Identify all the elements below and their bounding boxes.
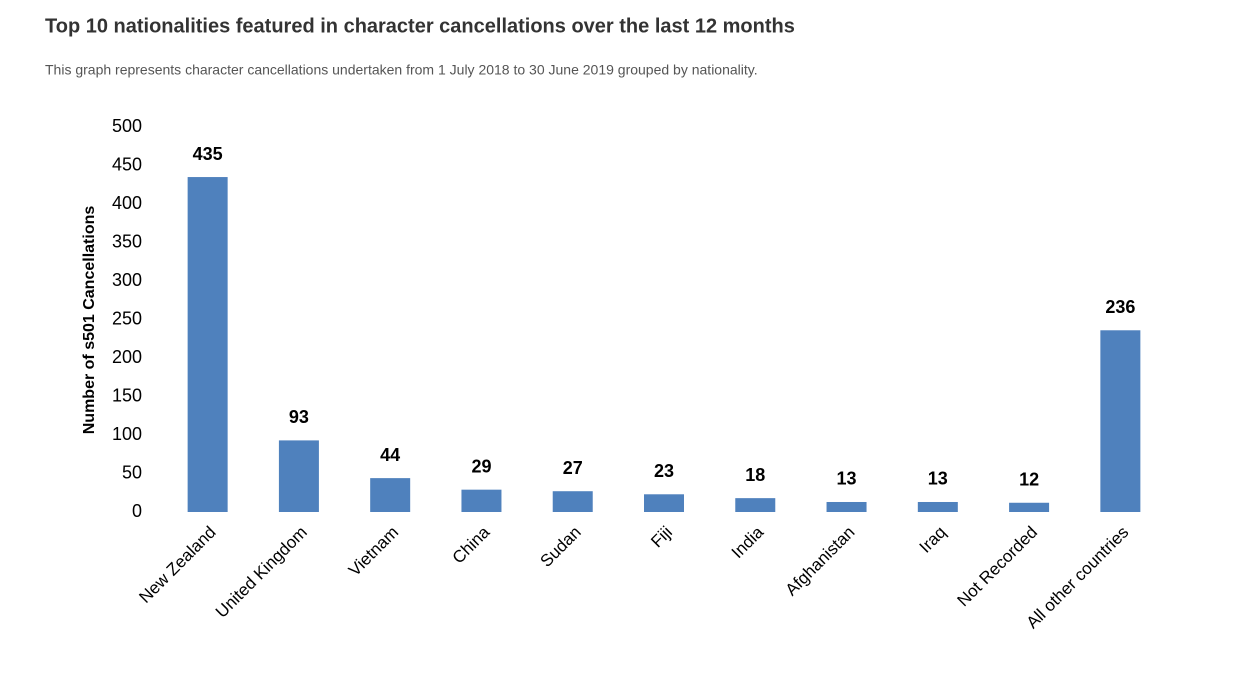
value-label: 13 bbox=[837, 469, 857, 489]
y-axis-label: Number of s501 Cancellations bbox=[81, 206, 98, 435]
x-tick-label: Afghanistan bbox=[782, 523, 859, 600]
bar bbox=[735, 498, 776, 512]
chart-title: Top 10 nationalities featured in charact… bbox=[45, 15, 795, 37]
value-label: 435 bbox=[193, 144, 223, 164]
value-label: 93 bbox=[289, 407, 309, 427]
x-tick-label: Iraq bbox=[916, 523, 950, 557]
value-label: 23 bbox=[654, 461, 674, 481]
y-tick-label: 500 bbox=[112, 116, 142, 136]
x-tick-label: Sudan bbox=[537, 523, 585, 571]
y-tick-label: 150 bbox=[112, 385, 142, 405]
value-label: 12 bbox=[1019, 470, 1039, 490]
bar bbox=[187, 177, 228, 513]
bar bbox=[917, 501, 958, 512]
y-tick-label: 300 bbox=[112, 270, 142, 290]
bar bbox=[552, 491, 593, 512]
x-tick-label: New Zealand bbox=[135, 523, 219, 607]
y-tick-label: 450 bbox=[112, 154, 142, 174]
bar bbox=[1009, 502, 1050, 512]
value-label: 13 bbox=[928, 469, 948, 489]
x-tick-label: All other countries bbox=[1023, 523, 1133, 633]
bar bbox=[370, 478, 411, 512]
y-tick-label: 0 bbox=[132, 501, 142, 521]
x-tick-label: Fiji bbox=[647, 523, 676, 552]
value-label: 27 bbox=[563, 458, 583, 478]
value-label: 44 bbox=[380, 445, 400, 465]
y-tick-label: 200 bbox=[112, 347, 142, 367]
x-tick-label: China bbox=[449, 522, 494, 567]
value-label: 29 bbox=[471, 456, 491, 476]
x-tick-label: Not Recorded bbox=[953, 523, 1041, 611]
y-tick-label: 50 bbox=[122, 462, 142, 482]
bar bbox=[1100, 330, 1141, 512]
bar bbox=[826, 501, 867, 512]
bar bbox=[644, 494, 684, 512]
bar bbox=[278, 440, 319, 512]
x-tick-label: India bbox=[728, 522, 768, 562]
x-tick-label: United Kingdom bbox=[212, 523, 311, 622]
chart-subtitle: This graph represents character cancella… bbox=[45, 62, 758, 78]
y-tick-label: 350 bbox=[112, 231, 142, 251]
value-label: 236 bbox=[1105, 297, 1135, 317]
y-tick-label: 400 bbox=[112, 193, 142, 213]
bar bbox=[461, 489, 502, 512]
y-tick-label: 250 bbox=[112, 308, 142, 328]
value-label: 18 bbox=[745, 465, 765, 485]
x-tick-label: Vietnam bbox=[345, 523, 402, 580]
y-tick-label: 100 bbox=[112, 424, 142, 444]
